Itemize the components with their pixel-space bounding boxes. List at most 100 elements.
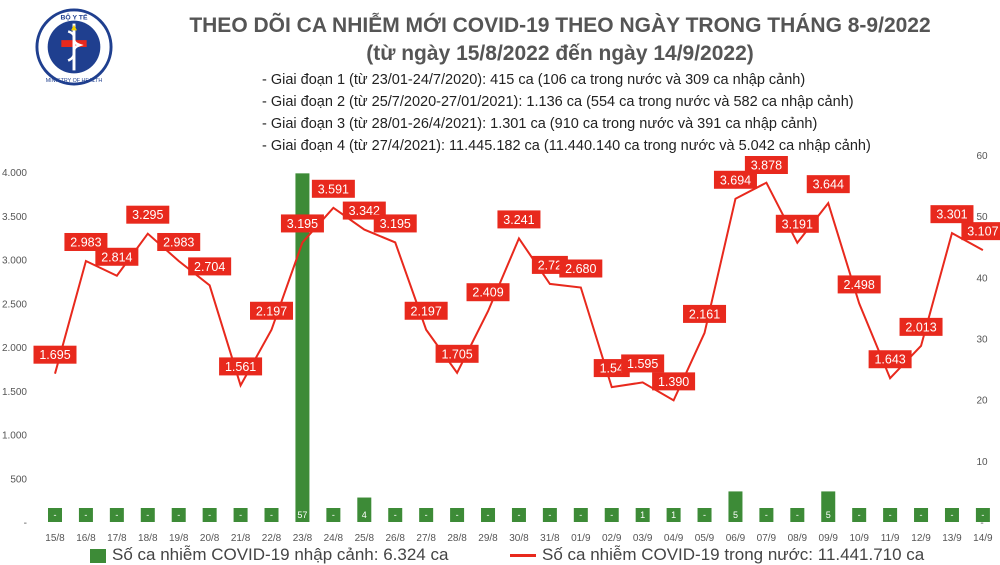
line-data-label-box: [961, 222, 1000, 241]
line-data-label: 3.694: [720, 173, 751, 187]
line-data-label-box: [868, 350, 912, 369]
bar-imported: [78, 508, 93, 522]
line-data-label: 1.695: [39, 348, 70, 362]
x-tick-label: 16/8: [76, 533, 96, 544]
line-domestic: [54, 181, 984, 402]
bar-data-label: -: [177, 510, 180, 520]
bar-data-label: -: [208, 510, 211, 520]
y-left-tick-label: 3.000: [2, 256, 27, 267]
bar-imported: [264, 508, 279, 522]
line-data-label-box: [33, 345, 77, 364]
line-data-label: 2.013: [905, 320, 936, 334]
line-data-label-box: [683, 304, 727, 323]
bar-data-label: -: [239, 510, 242, 520]
bar-imported: [48, 508, 62, 522]
line-data-label: 2.704: [194, 260, 225, 274]
chart-subtitle: (từ ngày 15/8/2022 đến ngày 14/9/2022): [366, 42, 754, 65]
x-tick-label: 26/8: [385, 533, 405, 544]
bar-imported: [542, 508, 557, 522]
y-right-tick-label: 30: [976, 335, 988, 346]
bar-imported: [666, 508, 681, 522]
line-data-label: 3.644: [813, 178, 844, 192]
y-left-tick-label: 3.500: [2, 212, 27, 223]
line-data-label: 3.301: [936, 208, 967, 222]
bar-data-label: -: [54, 510, 57, 520]
bar-imported: [481, 508, 496, 522]
bar-data-label: -: [517, 510, 520, 520]
x-tick-label: 24/8: [324, 533, 344, 544]
bar-imported: [109, 508, 124, 522]
line-data-label-box: [497, 210, 541, 229]
line-data-label: 3.195: [287, 217, 318, 231]
legend-domestic: Số ca nhiễm COVID-19 trong nước: 11.441.…: [510, 545, 924, 565]
bar-data-label: -: [487, 510, 490, 520]
stage-4-note: - Giai đoạn 4 (từ 27/4/2021): 11.445.182…: [262, 138, 871, 154]
logo-top-text: BỘ Y TẾ: [60, 12, 87, 22]
bar-data-label: -: [548, 510, 551, 520]
line-data-label-box: [531, 255, 568, 274]
x-tick-label: 09/9: [819, 533, 839, 544]
line-data-label: 2.161: [689, 307, 720, 321]
logo-bottom-text: MINISTRY OF HEALTH: [46, 78, 103, 84]
bar-imported: [728, 491, 743, 522]
line-data-label: 3.107: [967, 225, 998, 239]
bar-imported: [821, 491, 836, 522]
bar-imported: [790, 508, 805, 522]
bar-data-label: -: [270, 510, 273, 520]
line-data-label-box: [373, 214, 417, 233]
bar-data-label: -: [920, 510, 923, 520]
bar-data-label: -: [332, 510, 335, 520]
line-data-label-box: [219, 357, 263, 376]
line-data-label-box: [775, 214, 819, 233]
x-tick-label: 07/9: [757, 533, 777, 544]
line-data-label: 2.983: [70, 235, 101, 249]
line-data-label: 2.197: [411, 304, 442, 318]
bar-data-label: -: [765, 510, 768, 520]
bar-imported: [635, 508, 650, 522]
line-data-label-box: [621, 354, 665, 373]
line-data-label: 1.390: [658, 375, 689, 389]
bar-data-label: -: [146, 510, 149, 520]
line-data-label-box: [126, 205, 170, 224]
bar-imported: [357, 497, 372, 522]
line-data-label-box: [593, 359, 630, 378]
line-data-label: 2.983: [163, 235, 194, 249]
bar-imported: [171, 508, 186, 522]
line-data-label-box: [559, 259, 603, 278]
legend-domestic-label: Số ca nhiễm COVID-19 trong nước: 11.441.…: [542, 545, 925, 564]
y-right-tick-label: 10: [976, 457, 988, 468]
x-tick-label: 30/8: [509, 533, 529, 544]
line-data-label-box: [899, 317, 943, 336]
line-data-label: 2.197: [256, 304, 287, 318]
x-tick-label: 22/8: [262, 533, 282, 544]
line-data-label: 3.191: [782, 217, 813, 231]
y-right-tick-label: 60: [976, 151, 988, 162]
stage-1-note: - Giai đoạn 1 (từ 23/01-24/7/2020): 415 …: [262, 72, 806, 88]
bar-data-label: -: [950, 510, 953, 520]
bar-data-label: -: [84, 510, 87, 520]
line-data-label: 1.54: [600, 362, 624, 376]
stage-2-note: - Giai đoạn 2 (từ 25/7/2020-27/01/2021):…: [262, 94, 854, 110]
legend-imported: Số ca nhiễm COVID-19 nhập cảnh: 6.324 ca: [90, 545, 448, 565]
line-data-label: 2.814: [101, 250, 132, 264]
bar-data-label: -: [889, 510, 892, 520]
line-data-label-box: [64, 232, 108, 251]
line-data-label: 1.561: [225, 360, 256, 374]
bar-imported: [914, 508, 929, 522]
legend-imported-label: Số ca nhiễm COVID-19 nhập cảnh: 6.324 ca: [112, 545, 449, 564]
stage-3-note: - Giai đoạn 3 (từ 28/01-26/4/2021): 1.30…: [262, 116, 818, 132]
bar-imported: [852, 508, 867, 522]
bar-imported: [604, 508, 619, 522]
bar-data-label: -: [115, 510, 118, 520]
x-tick-label: 29/8: [478, 533, 498, 544]
x-tick-label: 25/8: [355, 533, 375, 544]
x-tick-label: 23/8: [293, 533, 313, 544]
ministry-of-health-logo: BỘ Y TẾ MINISTRY OF HEALTH: [35, 8, 113, 86]
x-tick-label: 01/9: [571, 533, 591, 544]
y-right-tick-label: 40: [976, 273, 988, 284]
bar-imported: [419, 508, 434, 522]
x-tick-label: 06/9: [726, 533, 746, 544]
bar-data-label: -: [610, 510, 613, 520]
x-tick-label: 03/9: [633, 533, 653, 544]
